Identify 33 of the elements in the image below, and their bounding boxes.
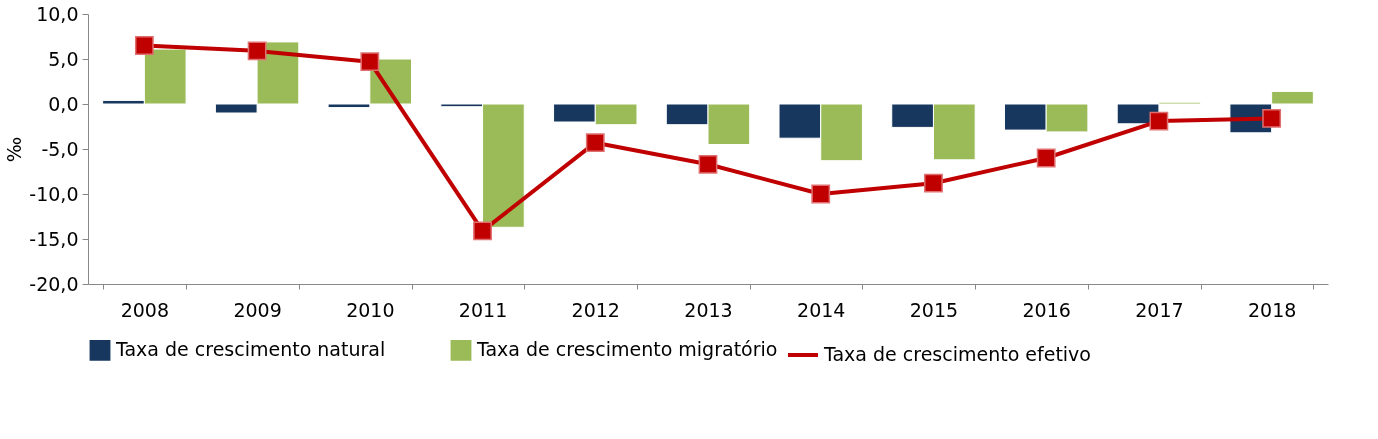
y-tick-label: -5,0 bbox=[41, 137, 79, 160]
y-tick-label: -10,0 bbox=[29, 182, 79, 205]
point bbox=[247, 41, 267, 61]
y-tick-label: -20,0 bbox=[29, 272, 79, 295]
x-tick-label: 2018 bbox=[1247, 298, 1297, 321]
x-tick-label: 2011 bbox=[458, 298, 508, 321]
legend-label: Taxa de crescimento efetivo bbox=[823, 343, 1091, 365]
x-tick-label: 2009 bbox=[233, 298, 282, 321]
point bbox=[134, 36, 154, 55]
x-tick-label: 2012 bbox=[571, 298, 620, 321]
point bbox=[1036, 148, 1056, 168]
y-tick-label: 10,0 bbox=[36, 2, 79, 25]
legend-label: Taxa de crescimento natural bbox=[115, 338, 386, 361]
point bbox=[698, 154, 718, 174]
point bbox=[360, 52, 380, 72]
y-tick-label: -15,0 bbox=[29, 227, 79, 250]
point bbox=[1149, 111, 1169, 131]
y-tick-label: 0,0 bbox=[48, 92, 79, 115]
x-tick-label: 2015 bbox=[909, 298, 959, 321]
x-tick-label: 2017 bbox=[1135, 298, 1184, 321]
point bbox=[811, 184, 831, 204]
point bbox=[924, 173, 943, 193]
point bbox=[585, 133, 605, 153]
x-tick-label: 2010 bbox=[346, 298, 395, 321]
point bbox=[473, 221, 492, 241]
y-tick-label: 5,0 bbox=[48, 47, 79, 70]
x-tick-label: 2013 bbox=[684, 298, 733, 321]
x-tick-label: 2008 bbox=[120, 298, 170, 321]
legend-label: Taxa de crescimento migratório bbox=[476, 338, 778, 361]
y-axis-title: ‰ bbox=[3, 136, 26, 163]
x-tick-label: 2016 bbox=[1022, 298, 1071, 321]
point bbox=[1262, 108, 1282, 128]
x-tick-label: 2014 bbox=[797, 298, 846, 321]
